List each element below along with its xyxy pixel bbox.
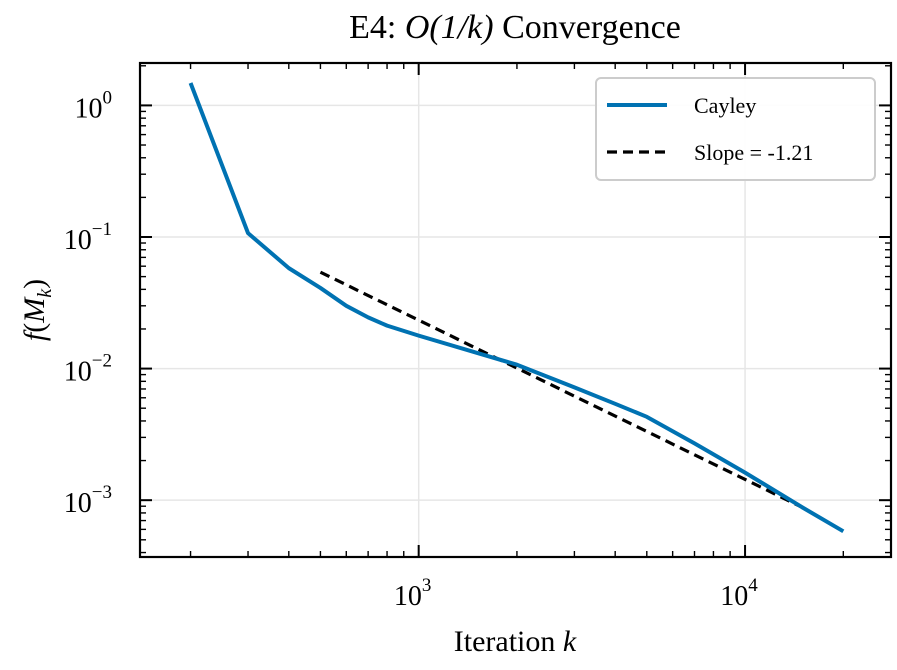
x-axis-label: Iteration k	[454, 625, 577, 658]
x-tick-label: 103	[394, 575, 432, 612]
series-slope-fit-line	[319, 270, 804, 509]
y-axis-label: f(Mk)	[18, 279, 56, 341]
svg-text:f(Mk): f(Mk)	[18, 279, 56, 341]
legend: Cayley Slope = -1.21	[595, 77, 876, 181]
chart-title: E4: O(1/k) Convergence	[349, 9, 681, 46]
tick-labels: 103 104 100 10−1 10−2 10−3	[64, 87, 759, 612]
x-tick-label: 104	[720, 575, 758, 612]
legend-label-cayley: Cayley	[694, 93, 756, 118]
y-tick-label: 100	[75, 87, 113, 124]
legend-label-slope: Slope = -1.21	[694, 140, 813, 165]
plot-frame	[138, 61, 893, 559]
y-tick-label: 10−3	[64, 482, 112, 519]
major-ticks	[140, 63, 891, 557]
title-math: O(1/k)	[405, 9, 494, 46]
series-layer	[188, 82, 845, 534]
y-tick-label: 10−1	[64, 219, 112, 256]
series-cayley-line	[188, 82, 845, 534]
y-tick-label: 10−2	[64, 351, 112, 388]
